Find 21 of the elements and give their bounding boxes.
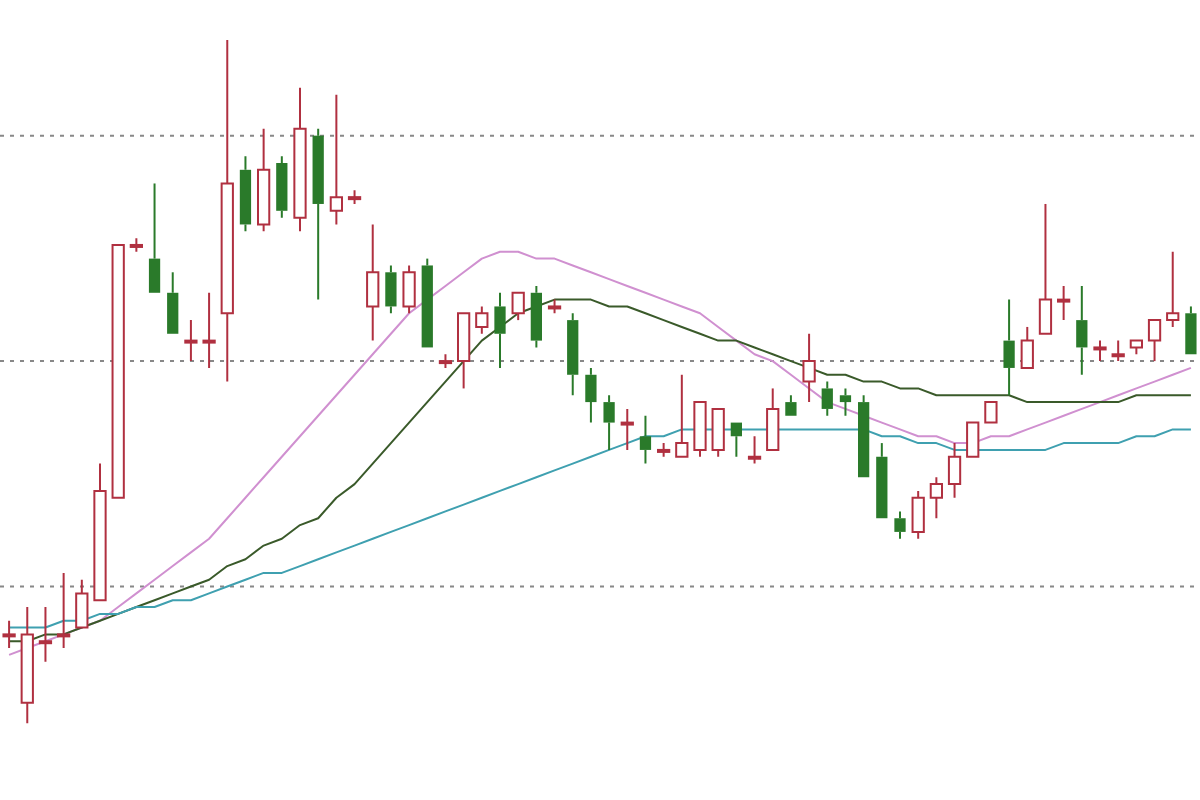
candlestick bbox=[494, 291, 506, 369]
candlestick bbox=[876, 442, 888, 519]
candlestick bbox=[894, 510, 906, 540]
candlestick bbox=[639, 414, 652, 465]
candlestick bbox=[385, 264, 397, 315]
candlestick bbox=[276, 155, 288, 219]
candlestick bbox=[1076, 284, 1088, 376]
candlestick bbox=[148, 182, 161, 293]
candlestick bbox=[567, 312, 579, 397]
candlestick bbox=[821, 380, 833, 417]
candlestick bbox=[312, 127, 324, 301]
candlestick bbox=[239, 155, 252, 233]
candlestick bbox=[603, 394, 615, 451]
candlestick bbox=[530, 284, 542, 349]
candlestick bbox=[1003, 298, 1015, 397]
candlestick bbox=[839, 387, 852, 417]
candlestick bbox=[167, 271, 179, 334]
candlestick bbox=[585, 366, 597, 424]
candlestick bbox=[785, 394, 797, 416]
candlestick bbox=[858, 394, 870, 478]
candlestick bbox=[1185, 305, 1197, 355]
